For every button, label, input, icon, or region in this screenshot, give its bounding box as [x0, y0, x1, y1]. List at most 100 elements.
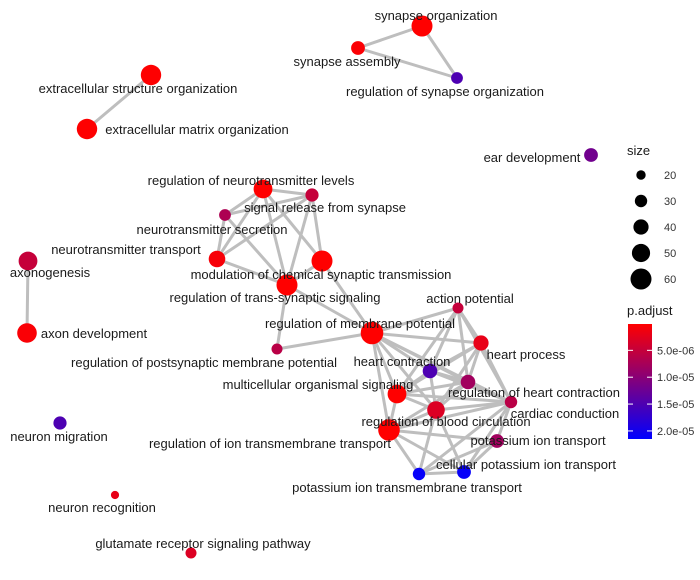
color-legend-label: 1.5e-05 — [657, 399, 694, 411]
edge-regulation-of-neurotransmitter-levels--modulation-of-chemical-synaptic-transmission — [261, 187, 324, 263]
edge-heart-process--regulation-of-blood-circulation — [434, 341, 483, 412]
node-potassium-ion-transport — [490, 434, 504, 448]
color-legend-title: p.adjust — [627, 303, 673, 318]
node-neuron-recognition — [110, 490, 120, 500]
node-label-regulation-of-membrane-potential: regulation of membrane potential — [265, 316, 455, 331]
node-signal-release-from-synapse — [305, 188, 319, 202]
edge-potassium-ion-transport--cellular-potassium-ion-transport — [462, 439, 499, 474]
edge-signal-release-from-synapse--neurotransmitter-transport — [215, 193, 314, 261]
node-label-regulation-of-postsynaptic-membrane-potential: regulation of postsynaptic membrane pote… — [71, 355, 337, 370]
node-glutamate-receptor-signaling-pathway — [185, 547, 197, 559]
node-axonogenesis — [18, 251, 38, 271]
node-label-axon-development: axon development — [41, 326, 148, 341]
edge-regulation-of-membrane-potential--regulation-of-ion-transmembrane-transport — [370, 331, 391, 432]
node-regulation-of-synapse-organization — [451, 72, 463, 84]
edge-regulation-of-membrane-potential--action-potential — [370, 306, 460, 335]
edge-cellular-potassium-ion-transport--potassium-ion-transmembrane-transport — [417, 470, 466, 476]
size-legend-label-30: 30 — [664, 196, 676, 208]
node-label-glutamate-receptor-signaling-pathway: glutamate receptor signaling pathway — [95, 536, 311, 551]
node-label-ear-development: ear development — [484, 150, 581, 165]
node-label-cellular-potassium-ion-transport: cellular potassium ion transport — [436, 457, 616, 472]
edge-regulation-of-ion-transmembrane-transport--potassium-ion-transport — [387, 428, 499, 443]
size-legend-label-50: 50 — [664, 248, 676, 260]
node-cellular-potassium-ion-transport — [457, 465, 471, 479]
node-cardiac-conduction — [504, 395, 518, 409]
edge-signal-release-from-synapse--neurotransmitter-secretion — [223, 193, 314, 217]
size-legend-title: size — [627, 143, 650, 158]
node-regulation-of-neurotransmitter-levels — [253, 179, 273, 199]
node-label-neuron-migration: neuron migration — [10, 429, 108, 444]
node-label-neurotransmitter-secretion: neurotransmitter secretion — [136, 222, 287, 237]
node-label-regulation-of-heart-contraction: regulation of heart contraction — [448, 385, 620, 400]
node-label-heart-contraction: heart contraction — [354, 354, 451, 369]
node-regulation-of-ion-transmembrane-transport — [378, 419, 400, 441]
node-label-potassium-ion-transport: potassium ion transport — [470, 433, 606, 448]
edge-potassium-ion-transmembrane-transport--cardiac-conduction — [417, 400, 513, 476]
node-label-extracellular-matrix-organization: extracellular matrix organization — [105, 122, 289, 137]
node-heart-contraction — [422, 363, 438, 379]
node-label-multicellular-organismal-signaling: multicellular organismal signaling — [223, 377, 414, 392]
size-legend-label-60: 60 — [664, 274, 676, 286]
size-legend-key-20 — [636, 170, 646, 180]
edge-action-potential--regulation-of-heart-contraction — [456, 306, 470, 384]
node-regulation-of-trans-synaptic-signaling — [276, 274, 298, 296]
node-regulation-of-membrane-potential — [360, 321, 384, 345]
node-action-potential — [452, 302, 464, 314]
node-label-regulation-of-ion-transmembrane-transport: regulation of ion transmembrane transpor… — [149, 436, 391, 451]
size-legend-label-20: 20 — [664, 170, 676, 182]
edge-cellular-potassium-ion-transport--regulation-of-blood-circulation — [434, 408, 466, 474]
size-legend-key-60 — [630, 268, 652, 290]
node-potassium-ion-transmembrane-transport — [412, 467, 426, 481]
node-label-regulation-of-trans-synaptic-signaling: regulation of trans-synaptic signaling — [169, 290, 380, 305]
node-label-cardiac-conduction: cardiac conduction — [511, 406, 619, 421]
edge-regulation-of-ion-transmembrane-transport--cardiac-conduction — [387, 400, 513, 432]
edge-neurotransmitter-secretion--regulation-of-trans-synaptic-signaling — [223, 213, 289, 287]
node-label-neurotransmitter-transport: neurotransmitter transport — [51, 242, 201, 257]
node-multicellular-organismal-signaling — [387, 384, 407, 404]
edge-signal-release-from-synapse--regulation-of-trans-synaptic-signaling — [285, 193, 314, 287]
edge-regulation-of-membrane-potential--regulation-of-postsynaptic-membrane-potential — [275, 331, 374, 351]
node-label-modulation-of-chemical-synaptic-transmission: modulation of chemical synaptic transmis… — [191, 267, 452, 282]
node-label-neuron-recognition: neuron recognition — [48, 500, 156, 515]
node-label-synapse-organization: synapse organization — [375, 8, 498, 23]
edge-neurotransmitter-transport--regulation-of-trans-synaptic-signaling — [215, 257, 289, 287]
node-regulation-of-heart-contraction — [460, 374, 476, 390]
size-legend: 20 30 40 50 60 — [630, 170, 676, 290]
edge-heart-process--cardiac-conduction — [479, 341, 513, 404]
node-label-axonogenesis: axonogenesis — [10, 265, 91, 280]
node-neurotransmitter-transport — [208, 250, 226, 268]
node-label-synapse-assembly: synapse assembly — [294, 54, 401, 69]
color-legend-ticks: 5.0e-06 1.0e-05 1.5e-05 2.0e-05 — [628, 345, 694, 438]
size-legend-label-40: 40 — [664, 222, 676, 234]
node-extracellular-matrix-organization — [76, 118, 98, 140]
edge-multicellular-organismal-signaling--regulation-of-heart-contraction — [395, 380, 470, 396]
edge-axonogenesis--axon-development — [25, 259, 30, 335]
node-layer — [17, 15, 598, 559]
node-regulation-of-blood-circulation — [427, 401, 445, 419]
edge-synapse-organization--synapse-assembly — [356, 24, 424, 50]
edge-layer — [25, 24, 513, 476]
edge-extracellular-structure-organization--extracellular-matrix-organization — [85, 73, 153, 131]
edge-signal-release-from-synapse--modulation-of-chemical-synaptic-transmission — [310, 193, 324, 263]
edge-cellular-potassium-ion-transport--cardiac-conduction — [462, 400, 513, 474]
edge-potassium-ion-transmembrane-transport--regulation-of-blood-circulation — [417, 408, 438, 476]
color-legend-label: 5.0e-06 — [657, 345, 694, 357]
edge-regulation-of-neurotransmitter-levels--neurotransmitter-transport — [215, 187, 265, 261]
color-legend-label: 2.0e-05 — [657, 426, 694, 438]
node-modulation-of-chemical-synaptic-transmission — [311, 250, 333, 272]
node-neuron-migration — [53, 416, 67, 430]
node-neurotransmitter-secretion — [219, 209, 231, 221]
node-label-regulation-of-synapse-organization: regulation of synapse organization — [346, 84, 544, 99]
edge-regulation-of-heart-contraction--cardiac-conduction — [466, 380, 513, 404]
node-axon-development — [17, 323, 37, 343]
size-legend-key-30 — [634, 194, 648, 208]
size-legend-key-40 — [633, 219, 649, 235]
node-label-regulation-of-blood-circulation: regulation of blood circulation — [361, 414, 530, 429]
edge-regulation-of-trans-synaptic-signaling--regulation-of-postsynaptic-membrane-potential — [275, 283, 289, 351]
color-legend-bar — [628, 324, 652, 439]
node-label-extracellular-structure-organization: extracellular structure organization — [39, 81, 238, 96]
size-legend-key-50 — [631, 243, 651, 263]
label-layer: synapse organization synapse assembly regu… — [10, 8, 620, 551]
edge-action-potential--heart-contraction — [428, 306, 460, 373]
